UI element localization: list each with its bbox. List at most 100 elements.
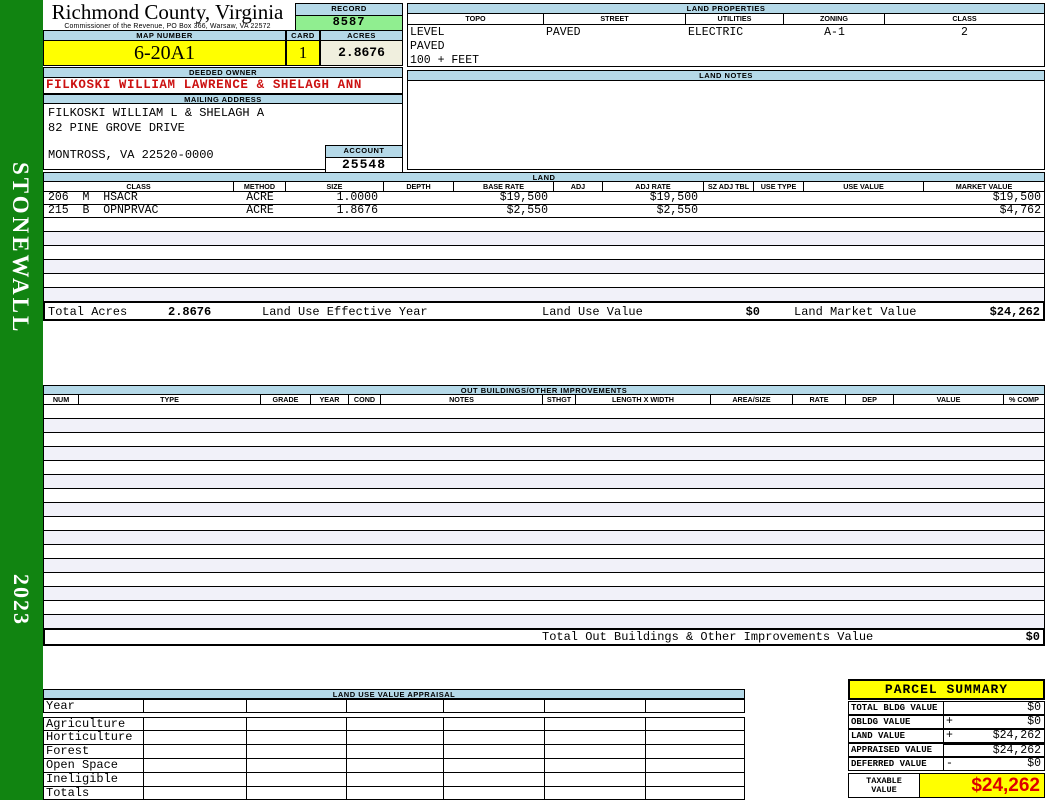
land-row-sz-adj-tbl bbox=[704, 192, 754, 204]
land-row-use-type bbox=[754, 205, 804, 217]
land-row-1: 206 M HSACR ACRE 1.0000 $19,500 $19,500 … bbox=[43, 192, 1045, 205]
appraisal-row-label: Open Space bbox=[44, 759, 144, 772]
land-properties-headers: TOPO STREET UTILITIES ZONING CLASS bbox=[407, 14, 1045, 25]
acres-label: ACRES bbox=[320, 30, 403, 41]
appraisal-row-open-space: Open Space bbox=[43, 759, 745, 773]
land-row-use-type bbox=[754, 192, 804, 204]
taxable-value: $24,262 bbox=[919, 773, 1045, 798]
land-properties-title: LAND PROPERTIES bbox=[407, 3, 1045, 14]
ob-col-notes: NOTES bbox=[381, 395, 543, 404]
appraised-value-label: APPRAISED VALUE bbox=[848, 743, 944, 757]
outbuildings-total-box: Total Out Buildings & Other Improvements… bbox=[43, 628, 1045, 646]
amount: $0 bbox=[1027, 715, 1041, 728]
land-row-market-value: $19,500 bbox=[992, 192, 1041, 204]
card-label: CARD bbox=[286, 30, 320, 41]
ob-col-dep: DEP bbox=[846, 395, 894, 404]
appraisal-row-label: Horticulture bbox=[44, 731, 144, 744]
land-col-use-value: USE VALUE bbox=[804, 182, 924, 191]
land-row-size: 1.0000 bbox=[336, 192, 378, 204]
land-col-class: CLASS bbox=[44, 182, 234, 191]
street-value: PAVED bbox=[546, 26, 581, 39]
land-empty-rows bbox=[43, 218, 1045, 301]
topo-value-3: 100 + FEET bbox=[410, 54, 480, 67]
appraisal-row-horticulture: Horticulture bbox=[43, 731, 745, 745]
ob-col-value: VALUE bbox=[894, 395, 1004, 404]
topo-value-2: PAVED bbox=[410, 40, 445, 53]
outbuildings-total-value: $0 bbox=[1025, 630, 1040, 644]
acres-value: 2.8676 bbox=[320, 41, 403, 66]
land-value: + $24,262 bbox=[943, 729, 1045, 743]
operator bbox=[944, 745, 946, 756]
land-notes-title: LAND NOTES bbox=[407, 70, 1045, 81]
land-properties-values: LEVEL PAVED ELECTRIC A-1 2 PAVED 100 + F… bbox=[407, 25, 1045, 67]
land-row-class: 215 B OPNPRVAC bbox=[48, 205, 159, 217]
appraised-value: $24,262 bbox=[943, 743, 1045, 757]
land-col-base-rate: BASE RATE bbox=[454, 182, 554, 191]
land-row-base-rate: $19,500 bbox=[499, 192, 548, 204]
land-use-value: $0 bbox=[745, 305, 760, 319]
office-address: Commissioner of the Revenue, PO Box 366,… bbox=[64, 23, 271, 30]
account-value: 25548 bbox=[325, 158, 403, 173]
land-row-adj bbox=[554, 192, 603, 204]
land-market-value: $24,262 bbox=[989, 305, 1040, 319]
taxable-value-label: TAXABLE VALUE bbox=[848, 773, 920, 798]
land-row-use-value bbox=[804, 205, 924, 217]
land-row-method: ACRE bbox=[246, 205, 274, 217]
card-value: 1 bbox=[286, 41, 320, 66]
county-title: Richmond County, Virginia bbox=[51, 0, 284, 24]
deferred-value-label: DEFERRED VALUE bbox=[848, 757, 944, 771]
appraisal-row-label: Forest bbox=[44, 745, 144, 758]
ob-col-year: YEAR bbox=[311, 395, 349, 404]
topo-value-1: LEVEL bbox=[410, 26, 445, 39]
land-row-size: 1.8676 bbox=[336, 205, 378, 217]
land-col-market-value: MARKET VALUE bbox=[955, 182, 1013, 191]
appraisal-row-forest: Forest bbox=[43, 745, 745, 759]
appraisal-row-label: Ineligible bbox=[44, 773, 144, 786]
land-row-adj-rate: $2,550 bbox=[656, 205, 698, 217]
land-use-value-label: Land Use Value bbox=[542, 305, 643, 319]
operator: - bbox=[946, 757, 953, 770]
land-col-use-type: USE TYPE bbox=[754, 182, 804, 191]
land-row-class: 206 M HSACR bbox=[48, 192, 138, 204]
land-col-method: METHOD bbox=[234, 182, 286, 191]
ob-col-length-width: LENGTH X WIDTH bbox=[576, 395, 711, 404]
col-topo: TOPO bbox=[408, 14, 544, 24]
land-col-size: SIZE bbox=[286, 182, 384, 191]
land-notes-box bbox=[407, 81, 1045, 170]
col-class: CLASS bbox=[952, 14, 977, 23]
total-bldg-value-label: TOTAL BLDG VALUE bbox=[848, 701, 944, 715]
appraisal-row-label: Agriculture bbox=[44, 718, 144, 730]
land-totals-box: Total Acres 2.8676 Land Use Effective Ye… bbox=[43, 301, 1045, 321]
col-zoning: ZONING bbox=[784, 14, 885, 24]
account-label: ACCOUNT bbox=[325, 145, 403, 158]
deeded-owner-label: DEEDED OWNER bbox=[43, 67, 403, 78]
land-value-label: LAND VALUE bbox=[848, 729, 944, 743]
obldg-value: + $0 bbox=[943, 715, 1045, 729]
land-use-effective-year-label: Land Use Effective Year bbox=[262, 305, 428, 319]
deeded-owner-value: FILKOSKI WILLIAM LAWRENCE & SHELAGH ANN bbox=[43, 78, 403, 94]
land-row-adj bbox=[554, 205, 603, 217]
outbuildings-empty-rows bbox=[43, 405, 1045, 628]
land-col-sz-adj-tbl: SZ ADJ TBL bbox=[704, 182, 754, 191]
amount: $0 bbox=[1027, 757, 1041, 770]
map-number-label: MAP NUMBER bbox=[43, 30, 286, 41]
amount: $24,262 bbox=[992, 729, 1041, 742]
address-line-3: MONTROSS, VA 22520-0000 bbox=[48, 148, 214, 162]
ob-col-sthgt: STHGT bbox=[543, 395, 576, 404]
operator bbox=[944, 702, 946, 714]
outbuildings-headers: NUM TYPE GRADE YEAR COND NOTES STHGT LEN… bbox=[43, 395, 1045, 405]
land-market-value-label: Land Market Value bbox=[794, 305, 917, 319]
ob-col-grade: GRADE bbox=[261, 395, 311, 404]
operator: + bbox=[946, 729, 953, 742]
ob-col-type: TYPE bbox=[79, 395, 261, 404]
col-utilities: UTILITIES bbox=[686, 14, 784, 24]
col-street: STREET bbox=[544, 14, 686, 24]
sidebar: STONEWALL 2023 bbox=[0, 0, 43, 800]
land-row-market-value: $4,762 bbox=[999, 205, 1041, 217]
record-value: 8587 bbox=[295, 16, 403, 31]
land-row-sz-adj-tbl bbox=[704, 205, 754, 217]
amount: $0 bbox=[1027, 701, 1041, 714]
land-row-depth bbox=[384, 205, 454, 217]
amount: $24,262 bbox=[992, 744, 1041, 757]
